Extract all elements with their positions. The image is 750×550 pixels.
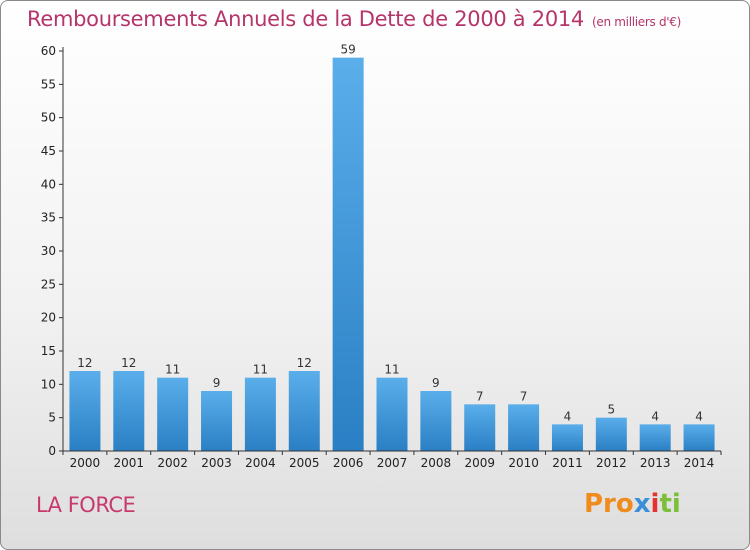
chart-title-text: Remboursements Annuels de la Dette de 20… (27, 7, 584, 31)
x-tick-label: 2012 (596, 456, 627, 470)
x-tick-label: 2013 (640, 456, 671, 470)
value-label: 11 (253, 363, 268, 377)
y-tick-label: 10 (41, 377, 56, 391)
y-tick-label: 50 (41, 111, 56, 125)
y-tick-label: 20 (41, 311, 56, 325)
bar (332, 57, 364, 452)
x-tick-label: 2002 (157, 456, 188, 470)
bar (464, 404, 496, 451)
commune-name: LA FORCE (36, 493, 136, 517)
chart-unit: (en milliers d'€) (592, 15, 682, 29)
bar (639, 424, 671, 451)
value-label: 9 (432, 376, 440, 390)
logo-part: x (633, 489, 651, 519)
value-label: 11 (165, 363, 180, 377)
y-tick-label: 60 (41, 44, 56, 58)
logo-part: ti (659, 489, 681, 519)
value-label: 5 (608, 403, 616, 417)
x-tick-label: 2001 (114, 456, 145, 470)
bar (201, 391, 233, 451)
bar (244, 377, 276, 451)
bars-layer: 12 12 11 9 11 12 59 11 9 7 7 4 5 4 4 (69, 43, 715, 452)
bar (157, 377, 189, 451)
y-tick-label: 45 (41, 144, 56, 158)
x-tick-label: 2000 (70, 456, 101, 470)
bar (551, 424, 583, 451)
logo-part: Pro (584, 489, 634, 519)
value-label: 7 (520, 389, 528, 403)
value-label: 9 (213, 376, 221, 390)
bar (69, 371, 101, 451)
value-label: 4 (564, 409, 572, 423)
value-label: 7 (476, 389, 484, 403)
bar (508, 404, 540, 451)
bar (376, 377, 408, 451)
y-tick-label: 35 (41, 211, 56, 225)
y-tick-label: 30 (41, 244, 56, 258)
y-tick-label: 55 (41, 77, 56, 91)
y-tick-label: 40 (41, 177, 56, 191)
x-tick-label: 2004 (245, 456, 276, 470)
bar (683, 424, 715, 451)
value-label: 4 (651, 409, 659, 423)
value-label: 12 (297, 356, 312, 370)
y-tick-label: 25 (41, 277, 56, 291)
x-tick-label: 2003 (201, 456, 232, 470)
bar (288, 371, 320, 451)
axes-layer: 2000 2001 2002 2003 2004 2005 2006 2007 2008 2009… (41, 44, 722, 470)
x-tick-label: 2008 (421, 456, 452, 470)
chart-title: Remboursements Annuels de la Dette de 20… (27, 7, 681, 31)
value-label: 12 (121, 356, 136, 370)
x-tick-label: 2009 (464, 456, 495, 470)
bar (420, 391, 452, 451)
value-label: 12 (77, 356, 92, 370)
logo-part: i (650, 489, 660, 519)
bar (595, 417, 627, 451)
x-tick-label: 2011 (552, 456, 583, 470)
y-tick-label: 15 (41, 344, 56, 358)
x-tick-label: 2010 (508, 456, 539, 470)
value-label: 59 (340, 43, 355, 57)
x-tick-label: 2005 (289, 456, 320, 470)
x-tick-label: 2006 (333, 456, 364, 470)
bar (113, 371, 145, 451)
value-label: 11 (384, 363, 399, 377)
value-label: 4 (695, 409, 703, 423)
x-tick-label: 2014 (684, 456, 715, 470)
x-tick-label: 2007 (377, 456, 408, 470)
proxiti-logo[interactable]: Proxiti (584, 489, 681, 519)
y-tick-label: 0 (48, 444, 56, 458)
y-tick-label: 5 (48, 411, 56, 425)
